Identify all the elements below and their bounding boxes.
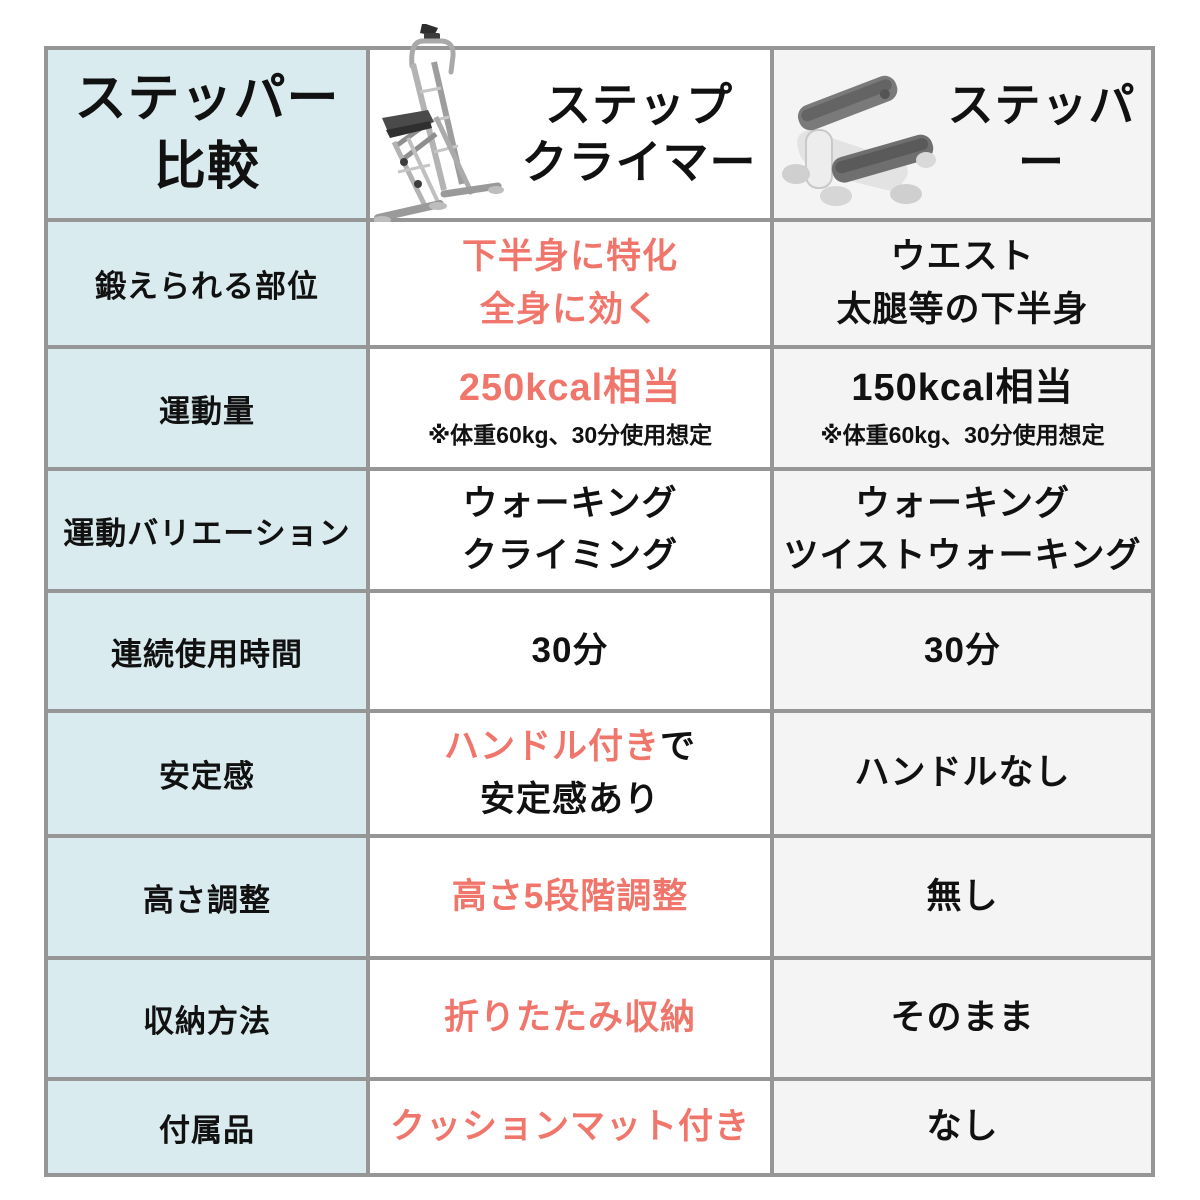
climber-value-cell-segment: クッションマット付き (389, 1106, 750, 1146)
stepper-value-cell-text: ウエスト 太腿等の下半身 (836, 231, 1088, 336)
stepper-value-cell-segment: 150kcal相当 (851, 367, 1074, 410)
stepper-value-cell: ハンドルなし (774, 713, 1151, 834)
stepper-name: ステッパー (947, 78, 1136, 189)
row-label: 高さ調整 (48, 838, 366, 956)
climber-value-cell-segment: で 安定感あり (479, 727, 697, 819)
stepper-icon (774, 50, 936, 218)
table-title: ステッパー 比較 (74, 70, 340, 196)
stepper-value-cell: そのまま (774, 960, 1151, 1077)
climber-value-cell: ハンドル付きで 安定感あり (370, 713, 770, 834)
climber-value-cell-note: ※体重60kg、30分使用想定 (427, 421, 713, 448)
row-label: 運動量 (48, 349, 366, 467)
climber-value-cell: クッションマット付き (370, 1081, 770, 1173)
row-label: 付属品 (48, 1081, 366, 1173)
climber-value-cell-text: ウォーキング クライミング (462, 478, 678, 583)
stepper-value-cell-text: 150kcal相当 ※体重60kg、30分使用想定 (820, 365, 1104, 451)
stepper-value-cell-segment: 無し (926, 876, 999, 916)
row-label: 収納方法 (48, 960, 366, 1077)
climber-value-cell: 250kcal相当 ※体重60kg、30分使用想定 (370, 349, 770, 467)
climber-value-cell-text: 250kcal相当 ※体重60kg、30分使用想定 (428, 365, 712, 451)
climber-value-cell-text: 折りたたみ収納 (444, 992, 696, 1045)
stepper-value-cell-segment: 30分 (924, 630, 1001, 670)
step-climber-name: ステップ クライマー (521, 78, 757, 189)
climber-value-cell-text: クッションマット付き (390, 1101, 750, 1154)
header-step-climber: ステップ クライマー (370, 24, 770, 224)
climber-value-cell-text: ハンドル付きで 安定感あり (444, 721, 696, 826)
climber-value-cell-text: 30分 (532, 625, 609, 678)
step-climber-image (374, 24, 504, 224)
climber-value-cell-text: 下半身に特化 全身に効く (462, 231, 678, 336)
climber-value-cell-text: 高さ5段階調整 (452, 871, 688, 924)
stepper-value-cell: ウエスト 太腿等の下半身 (774, 222, 1151, 345)
row-label: 運動バリエーション (48, 471, 366, 589)
stepper-value-cell-text: そのまま (890, 992, 1034, 1045)
stepper-value-cell: ウォーキング ツイストウォーキング (774, 471, 1151, 589)
stepper-value-cell-text: ハンドルなし (854, 747, 1070, 800)
climber-value-cell-segment: 250kcal相当 (458, 367, 682, 410)
climber-value-cell: ウォーキング クライミング (370, 471, 770, 589)
climber-value-cell-segment: ウォーキング クライミング (461, 483, 678, 576)
stepper-value-cell-text: ウォーキング ツイストウォーキング (784, 478, 1142, 583)
stepper-value-cell-segment: ウエスト 太腿等の下半身 (836, 237, 1089, 329)
comparison-table: ステッパー 比較 (44, 24, 1155, 1177)
stepper-value-cell-note: ※体重60kg、30分使用想定 (820, 421, 1105, 448)
step-climber-name-wrap: ステップ クライマー (508, 77, 770, 192)
climber-value-cell-segment: 30分 (531, 630, 609, 670)
stepper-value-cell: 無し (774, 838, 1151, 956)
row-label: 連続使用時間 (48, 593, 366, 709)
climber-value-cell: 高さ5段階調整 (370, 838, 770, 956)
header-stepper: ステッパー (774, 50, 1151, 218)
climber-value-cell-segment: 高さ5段階調整 (451, 876, 689, 916)
stepper-value-cell-segment: ハンドルなし (854, 753, 1071, 793)
stepper-image (782, 75, 936, 206)
table-title-cell: ステッパー 比較 (48, 50, 366, 218)
row-label: 鍛えられる部位 (48, 222, 366, 345)
stepper-value-cell-text: なし (926, 1101, 998, 1154)
stepper-value-cell-text: 30分 (924, 625, 1001, 678)
stepper-value-cell-segment: なし (926, 1106, 999, 1146)
climber-value-cell-segment: ハンドル付き (443, 727, 660, 766)
stepper-value-cell: 150kcal相当 ※体重60kg、30分使用想定 (774, 349, 1151, 467)
row-label: 安定感 (48, 713, 366, 834)
climber-value-cell-segment: 折りたたみ収納 (443, 998, 696, 1038)
stepper-name-wrap: ステッパー (932, 77, 1151, 192)
stepper-value-cell: なし (774, 1081, 1151, 1173)
stepper-value-cell-text: 無し (926, 871, 998, 924)
climber-value-cell: 30分 (370, 593, 770, 709)
stepper-value-cell-segment: ウォーキング ツイストウォーキング (783, 483, 1142, 576)
stepper-value-cell: 30分 (774, 593, 1151, 709)
stepper-value-cell-segment: そのまま (890, 998, 1035, 1038)
climber-value-cell: 下半身に特化 全身に効く (370, 222, 770, 345)
climber-value-cell: 折りたたみ収納 (370, 960, 770, 1077)
step-climber-icon (370, 24, 508, 224)
climber-value-cell-segment: 下半身に特化 全身に効く (461, 237, 678, 329)
